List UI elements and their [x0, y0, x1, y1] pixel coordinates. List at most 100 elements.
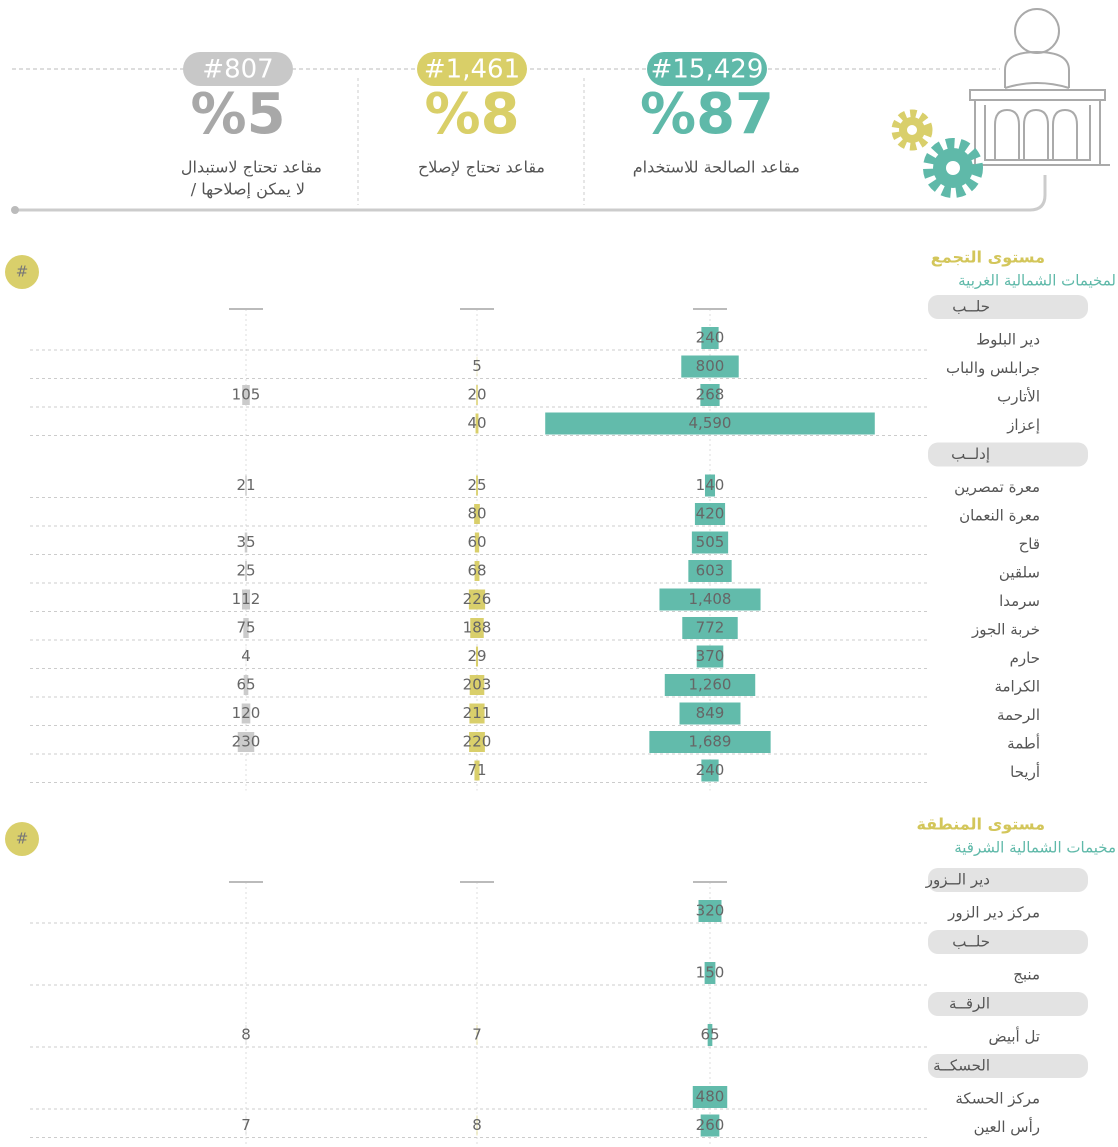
group-name: إدلــب	[951, 445, 990, 463]
value-label: 68	[467, 562, 486, 580]
value-label: 150	[696, 964, 725, 982]
bar	[700, 1114, 720, 1137]
bar	[474, 532, 480, 553]
stat-label: مقاعد تحتاج لإصلاح	[418, 158, 545, 178]
category-label: دير البلوط	[976, 331, 1040, 349]
bar	[474, 760, 480, 781]
value-label: 25	[236, 562, 255, 580]
gear-teal	[923, 138, 983, 198]
value-label: 188	[463, 619, 492, 637]
value-label: 5	[472, 357, 482, 375]
category-label: سلقين	[999, 564, 1040, 582]
value-label: 140	[696, 476, 725, 494]
value-label: 75	[236, 619, 255, 637]
bar	[688, 560, 732, 582]
category-label: منبج	[1013, 966, 1040, 984]
category-label: الكرامة	[994, 678, 1040, 696]
bar	[241, 589, 251, 610]
value-label: 230	[232, 733, 261, 751]
bar	[476, 1115, 478, 1136]
bar	[664, 674, 756, 696]
bar	[245, 475, 247, 496]
bar	[245, 1115, 247, 1136]
count: #807	[202, 55, 273, 85]
category-label: معرة النعمان	[959, 507, 1040, 525]
value-label: 21	[236, 476, 255, 494]
value-label: 7	[472, 1026, 482, 1044]
icon: #	[16, 263, 29, 281]
category-label: حارم	[1010, 649, 1040, 667]
category-label: رأس العين	[974, 1117, 1040, 1136]
category-label: جرابلس والباب	[946, 359, 1040, 377]
bar	[704, 962, 716, 984]
chart-title: مستوى التجمع	[931, 248, 1045, 267]
bar	[691, 531, 729, 554]
value-label: 800	[696, 357, 725, 375]
header-base	[15, 175, 1047, 212]
bar	[470, 618, 484, 638]
category-label: إعزاز	[1006, 416, 1040, 434]
value-label: 220	[463, 733, 492, 751]
dot	[11, 206, 19, 214]
category-label: معرة تمصرين	[954, 478, 1040, 496]
value-label: 1,260	[689, 676, 732, 694]
group-name: دير الــزور	[925, 871, 990, 889]
bar	[245, 1025, 247, 1045]
value-label: 1,689	[689, 733, 732, 751]
icon-circle	[5, 255, 39, 289]
value-label: 226	[463, 590, 492, 608]
group-name: حلــب	[952, 298, 990, 316]
bar	[469, 732, 485, 752]
group-pill	[928, 992, 1088, 1016]
bar	[545, 412, 875, 435]
value-label: 29	[467, 647, 486, 665]
illustration	[965, 8, 1110, 166]
bar	[474, 504, 480, 524]
value-label: 370	[696, 647, 725, 665]
bar	[692, 1086, 728, 1108]
percent: %87	[640, 82, 774, 147]
category-label: الأتارب	[997, 387, 1040, 406]
value-label: 8	[241, 1026, 251, 1044]
value-label: 203	[463, 676, 492, 694]
bar	[243, 675, 249, 695]
bar	[701, 759, 719, 782]
value-label: 112	[232, 590, 261, 608]
stat-label: مقاعد الصالحة للاستخدام	[633, 158, 800, 177]
icon-circle	[5, 822, 39, 856]
bar	[474, 561, 480, 581]
value-label: 20	[467, 386, 486, 404]
category-label: الرحمة	[997, 706, 1040, 724]
value-label: 71	[467, 761, 486, 779]
value-label: 772	[696, 619, 725, 637]
chart-title: مستوى المنطقة	[916, 815, 1045, 834]
bar	[682, 617, 738, 639]
value-label: 7	[241, 1116, 251, 1134]
value-label: 420	[696, 505, 725, 523]
value-label: 65	[236, 676, 255, 694]
count: #1,461	[424, 55, 520, 85]
category-label: مركز دير الزور	[947, 904, 1040, 922]
value-label: 240	[696, 329, 725, 347]
group-name: حلــب	[952, 933, 990, 951]
bar	[696, 645, 724, 668]
value-label: 80	[467, 505, 486, 523]
bar	[707, 1024, 713, 1046]
bar	[469, 675, 485, 695]
group-pill	[928, 868, 1088, 892]
bar	[476, 475, 478, 496]
bar	[241, 703, 251, 724]
value-label: 4,590	[689, 414, 732, 432]
group-pill	[928, 1054, 1088, 1078]
bar	[659, 588, 761, 611]
value-label: 120	[232, 704, 261, 722]
group-pill	[928, 442, 1088, 467]
value-label: 849	[696, 704, 725, 722]
value-label: 260	[696, 1116, 725, 1134]
category-label: مركز الحسكة	[955, 1090, 1040, 1108]
bar	[475, 413, 479, 434]
value-label: 268	[696, 386, 725, 404]
bar	[242, 385, 250, 405]
bar	[704, 474, 716, 497]
